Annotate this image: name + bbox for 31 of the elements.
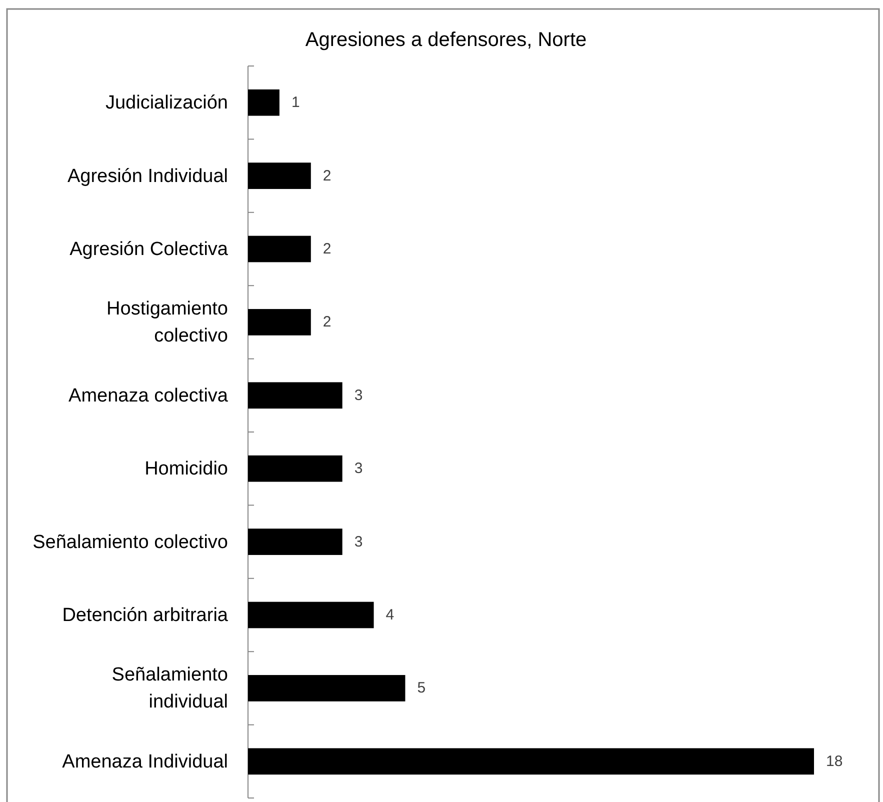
data-label: 2 bbox=[322, 167, 332, 184]
data-label: 2 bbox=[322, 240, 332, 258]
y-tick-label: Señalamiento colectivo bbox=[32, 531, 228, 552]
data-label: 3 bbox=[354, 460, 363, 478]
data-label: 1 bbox=[291, 94, 300, 112]
y-tick-label: Señalamiento individual bbox=[112, 664, 228, 712]
chart-title: Agresiones a defensores, Norte bbox=[305, 29, 587, 51]
data-label: 3 bbox=[354, 386, 363, 404]
y-tick-label: Judicialización bbox=[105, 92, 228, 114]
data-label: 18 bbox=[826, 752, 843, 770]
bar bbox=[248, 382, 342, 409]
bar bbox=[248, 675, 406, 702]
bar bbox=[248, 89, 280, 116]
y-tick-label: Agresión Colectiva bbox=[70, 238, 228, 260]
y-tick-label: Detención arbitraria bbox=[62, 604, 228, 626]
y-tick-label: Agresión Individual bbox=[67, 165, 228, 186]
data-label: 2 bbox=[322, 314, 332, 331]
y-tick-label: Hostigamiento colectivo bbox=[106, 298, 228, 346]
bar bbox=[248, 528, 342, 555]
bar bbox=[248, 236, 311, 262]
y-tick-label: Homicidio bbox=[144, 458, 228, 480]
y-tick-label: Amenaza Individual bbox=[62, 750, 228, 772]
bar bbox=[248, 309, 311, 336]
bar bbox=[248, 162, 311, 189]
data-label: 3 bbox=[354, 533, 363, 550]
y-tick-label: Amenaza colectiva bbox=[68, 384, 228, 406]
bar bbox=[248, 748, 814, 775]
data-label: 4 bbox=[386, 606, 394, 624]
data-label: 5 bbox=[417, 680, 426, 697]
bar bbox=[248, 602, 374, 628]
bar bbox=[248, 455, 342, 482]
